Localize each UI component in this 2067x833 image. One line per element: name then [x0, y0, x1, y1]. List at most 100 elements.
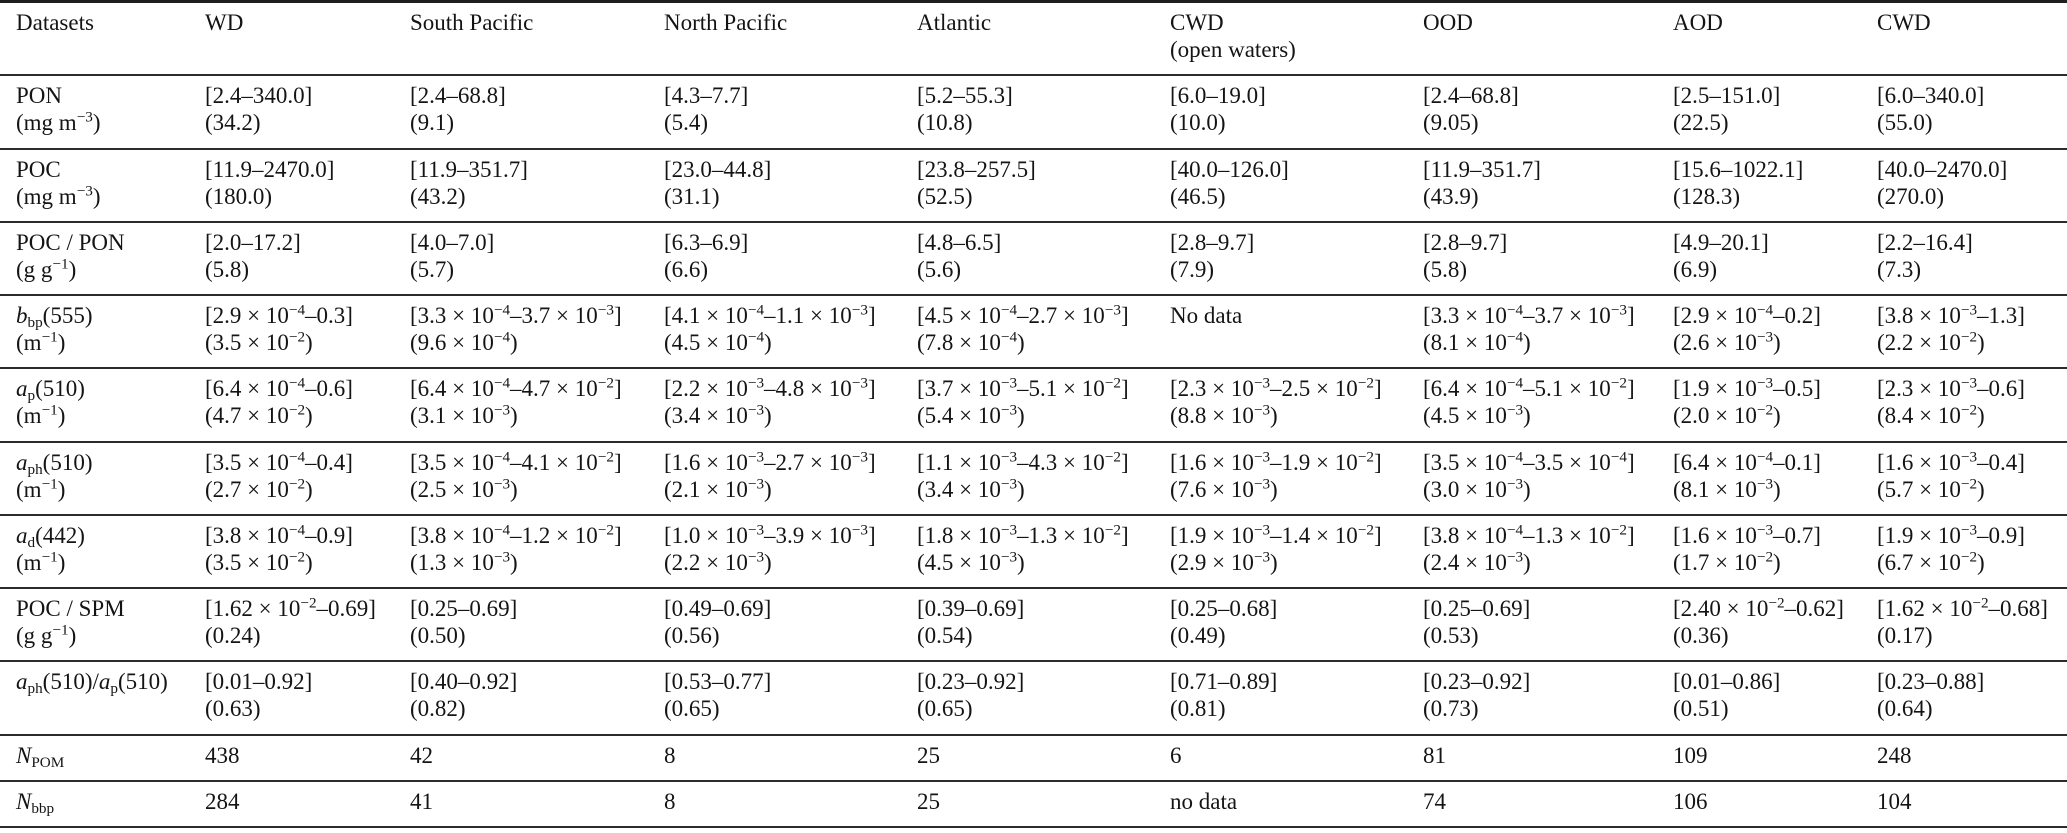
- cell-aph-510-north-pacific: [1.6 × 10−3–2.7 × 10−3] (2.1 × 10−3): [664, 442, 917, 515]
- cell-poc-pon-cwd-open-waters: [2.8–9.7] (7.9): [1170, 222, 1423, 295]
- cell-poc-spm-ood: [0.25–0.69] (0.53): [1423, 588, 1673, 661]
- cell-line: (g g−1): [16, 621, 77, 649]
- cell-line: [3.8 × 10−3–1.3]: [1877, 301, 2025, 328]
- column-header-north-pacific: North Pacific: [664, 2, 917, 76]
- cell-line: 106: [1673, 788, 1708, 814]
- column-header-atlantic: Atlantic: [917, 2, 1170, 76]
- cell-line: [0.01–0.86]: [1673, 669, 1781, 695]
- cell-line: [2.40 × 10−2–0.62]: [1673, 594, 1844, 621]
- cell-line: [2.3 × 10−3–2.5 × 10−2]: [1170, 374, 1382, 402]
- cell-n-bbp-cwd-open-waters: no data: [1170, 781, 1423, 827]
- cell-line: CWD: [1170, 10, 1224, 35]
- table-row-ad-442: ad(442) (m−1) [3.8 × 10−4–0.9] (3.5 × 10−2)…: [0, 515, 2067, 588]
- table-row-aph-ap-ratio: aph(510)/ap(510) [0.01–0.92] (0.63) [0.40–0…: [0, 661, 2067, 735]
- cell-line: CWD: [1877, 10, 1931, 35]
- cell-line: [0.40–0.92]: [410, 669, 518, 695]
- cell-poc-spm-atlantic: [0.39–0.69] (0.54): [917, 588, 1170, 661]
- cell-n-pom-aod: 109: [1673, 735, 1877, 781]
- cell-poc-cwd-open-waters: [40.0–126.0] (46.5): [1170, 149, 1423, 222]
- cell-line: [1.62 × 10−2–0.68]: [1877, 594, 2048, 621]
- cell-line: (mg m−3): [16, 109, 101, 136]
- cell-line: (3.5 × 10−2): [205, 548, 313, 575]
- cell-line: 104: [1877, 788, 1912, 814]
- cell-line: 41: [410, 788, 433, 814]
- cell-line: (128.3): [1673, 183, 1741, 209]
- cell-poc-pon-atlantic: [4.8–6.5] (5.6): [917, 222, 1170, 295]
- cell-ap-510-cwd-open-waters: [2.3 × 10−3–2.5 × 10−2] (8.8 × 10−3): [1170, 368, 1423, 441]
- cell-aph-510-atlantic: [1.1 × 10−3–4.3 × 10−2] (3.4 × 10−3): [917, 442, 1170, 515]
- cell-bbp-555-wd: [2.9 × 10−4–0.3] (3.5 × 10−2): [205, 295, 410, 368]
- cell-line: (0.64): [1877, 696, 1933, 722]
- cell-line: (2.5 × 10−3): [410, 475, 518, 502]
- cell-aph-ap-ratio-ood: [0.23–0.92] (0.73): [1423, 661, 1673, 734]
- table-row-aph-510: aph(510) (m−1) [3.5 × 10−4–0.4] (2.7 × 10−2…: [0, 442, 2067, 515]
- cell-line: South Pacific: [410, 10, 534, 35]
- row-label-poc-spm: POC / SPM (g g−1): [0, 588, 205, 661]
- cell-ad-442-ood: [3.8 × 10−4–1.3 × 10−2] (2.4 × 10−3): [1423, 515, 1673, 588]
- cell-line: [1.0 × 10−3–3.9 × 10−3]: [664, 521, 876, 548]
- cell-line: (8.1 × 10−3): [1673, 475, 1781, 502]
- cell-line: aph(510): [16, 449, 93, 478]
- row-label-poc-pon: POC / PON (g g−1): [0, 222, 205, 295]
- column-header-wd: WD: [205, 2, 410, 76]
- cell-aph-510-wd: [3.5 × 10−4–0.4] (2.7 × 10−2): [205, 442, 410, 515]
- cell-line: (180.0): [205, 183, 273, 209]
- cell-line: [2.8–9.7]: [1170, 229, 1255, 255]
- table-row-n-ap: Nap3923382557192229: [0, 827, 2067, 833]
- cell-line: [6.3–6.9]: [664, 229, 749, 255]
- cell-aph-510-cwd: [1.6 × 10−3–0.4] (5.7 × 10−2): [1877, 442, 2067, 515]
- cell-line: (m−1): [16, 328, 66, 356]
- cell-line: [3.3 × 10−4–3.7 × 10−3]: [1423, 301, 1635, 328]
- cell-poc-atlantic: [23.8–257.5] (52.5): [917, 149, 1170, 222]
- table-row-n-pom: NPOM 438 42 8 25 6 81 109 248: [0, 735, 2067, 781]
- cell-line: [2.2–16.4]: [1877, 229, 1973, 255]
- cell-pon-cwd: [6.0–340.0] (55.0): [1877, 75, 2067, 148]
- cell-aph-ap-ratio-south-pacific: [0.40–0.92] (0.82): [410, 661, 664, 734]
- column-header-ood: OOD: [1423, 2, 1673, 76]
- cell-line: (5.8): [205, 256, 250, 282]
- cell-ap-510-aod: [1.9 × 10−3–0.5] (2.0 × 10−2): [1673, 368, 1877, 441]
- cell-n-pom-atlantic: 25: [917, 735, 1170, 781]
- cell-line: (2.7 × 10−2): [205, 475, 313, 502]
- cell-line: (22.5): [1673, 110, 1729, 136]
- cell-bbp-555-cwd: [3.8 × 10−3–1.3] (2.2 × 10−2): [1877, 295, 2067, 368]
- cell-line: 284: [205, 788, 240, 814]
- cell-line: (0.50): [410, 623, 466, 649]
- cell-line: [4.8–6.5]: [917, 229, 1002, 255]
- cell-line: [6.4 × 10−4–4.7 × 10−2]: [410, 374, 622, 402]
- cell-line: (9.6 × 10−4): [410, 328, 518, 356]
- table-row-poc-pon: POC / PON (g g−1) [2.0–17.2] (5.8) [4.0–7.0]…: [0, 222, 2067, 295]
- cell-line: [15.6–1022.1]: [1673, 156, 1804, 182]
- column-header-aod: AOD: [1673, 2, 1877, 76]
- cell-aph-ap-ratio-aod: [0.01–0.86] (0.51): [1673, 661, 1877, 734]
- cell-poc-pon-wd: [2.0–17.2] (5.8): [205, 222, 410, 295]
- cell-line: (2.2 × 10−2): [1877, 328, 1985, 356]
- cell-aph-510-aod: [6.4 × 10−4–0.1] (8.1 × 10−3): [1673, 442, 1877, 515]
- cell-line: 8: [664, 742, 676, 768]
- cell-line: (8.1 × 10−4): [1423, 328, 1531, 356]
- row-label-poc: POC (mg m−3): [0, 149, 205, 222]
- cell-line: [2.2 × 10−3–4.8 × 10−3]: [664, 374, 876, 402]
- cell-poc-spm-north-pacific: [0.49–0.69] (0.56): [664, 588, 917, 661]
- cell-line: (3.5 × 10−2): [205, 328, 313, 356]
- cell-line: [3.5 × 10−4–0.4]: [205, 448, 353, 475]
- cell-line: (4.7 × 10−2): [205, 402, 313, 429]
- cell-n-bbp-cwd: 104: [1877, 781, 2067, 827]
- cell-line: [0.49–0.69]: [664, 596, 772, 621]
- cell-line: (0.73): [1423, 696, 1479, 722]
- cell-line: POC: [16, 156, 61, 182]
- cell-line: [6.0–19.0]: [1170, 83, 1266, 109]
- cell-line: (4.5 × 10−3): [1423, 402, 1531, 429]
- cell-line: [0.71–0.89]: [1170, 669, 1278, 695]
- cell-line: (3.1 × 10−3): [410, 402, 518, 429]
- cell-n-bbp-wd: 284: [205, 781, 410, 827]
- cell-pon-aod: [2.5–151.0] (22.5): [1673, 75, 1877, 148]
- cell-line: (5.7): [410, 256, 455, 282]
- cell-pon-south-pacific: [2.4–68.8] (9.1): [410, 75, 664, 148]
- cell-ap-510-atlantic: [3.7 × 10−3–5.1 × 10−2] (5.4 × 10−3): [917, 368, 1170, 441]
- cell-line: (270.0): [1877, 183, 1945, 209]
- cell-line: [2.5–151.0]: [1673, 83, 1781, 109]
- cell-poc-cwd: [40.0–2470.0] (270.0): [1877, 149, 2067, 222]
- table-row-ap-510: ap(510) (m−1) [6.4 × 10−4–0.6] (4.7 × 10−2)…: [0, 368, 2067, 442]
- cell-line: 25: [917, 788, 940, 814]
